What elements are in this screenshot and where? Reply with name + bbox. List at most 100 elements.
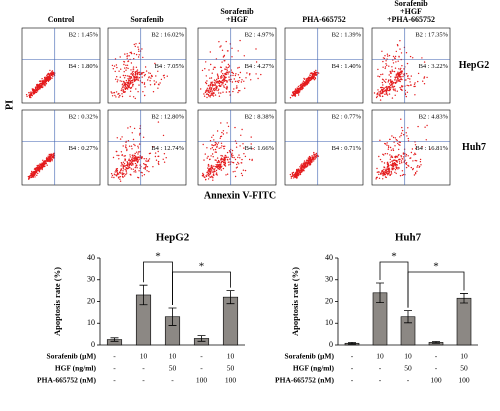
event-dot bbox=[46, 164, 48, 166]
event-dot bbox=[132, 157, 135, 159]
event-dot bbox=[399, 76, 402, 78]
event-dot bbox=[211, 94, 213, 97]
event-dot bbox=[307, 160, 309, 163]
event-dot bbox=[203, 93, 205, 95]
event-dot bbox=[292, 91, 294, 93]
event-dot bbox=[417, 165, 419, 167]
error-bar bbox=[139, 284, 148, 306]
event-dot bbox=[401, 129, 404, 132]
event-dot bbox=[299, 166, 301, 168]
event-dot bbox=[392, 55, 395, 58]
quadrant-b2: B2 : 12.80% bbox=[151, 113, 184, 120]
event-dot bbox=[124, 165, 127, 167]
event-dot bbox=[224, 145, 226, 147]
event-dot bbox=[383, 162, 386, 164]
event-dot bbox=[136, 74, 138, 76]
event-dot bbox=[210, 168, 212, 170]
event-dot bbox=[125, 86, 127, 88]
event-dot bbox=[400, 52, 403, 54]
event-dot bbox=[241, 128, 243, 131]
event-dot bbox=[130, 51, 132, 53]
event-dot bbox=[410, 151, 413, 154]
event-dot bbox=[226, 87, 229, 89]
event-dot bbox=[238, 66, 240, 69]
event-dot bbox=[128, 158, 130, 160]
event-dot bbox=[129, 159, 132, 162]
treatment-value: 10 bbox=[404, 352, 412, 361]
y-tick-label: 30 bbox=[325, 275, 333, 284]
event-dot bbox=[390, 76, 392, 78]
event-dot bbox=[388, 79, 390, 81]
event-dot bbox=[121, 136, 123, 138]
event-dot bbox=[120, 172, 122, 174]
event-dot bbox=[224, 158, 226, 161]
event-dot bbox=[162, 158, 164, 160]
event-dot bbox=[134, 155, 137, 157]
event-dot bbox=[122, 168, 125, 170]
event-dot bbox=[41, 81, 43, 83]
event-dot bbox=[315, 152, 318, 155]
event-dot bbox=[136, 160, 139, 163]
event-dot bbox=[203, 95, 206, 97]
event-dot bbox=[402, 75, 404, 78]
event-dot bbox=[214, 84, 216, 87]
event-dot bbox=[392, 162, 395, 165]
event-dot bbox=[416, 166, 418, 168]
event-dot bbox=[378, 91, 380, 93]
event-dot bbox=[398, 158, 400, 161]
event-dot bbox=[126, 83, 128, 86]
event-dot bbox=[397, 79, 399, 81]
event-dot bbox=[223, 75, 226, 78]
event-dot bbox=[406, 91, 409, 94]
event-dot bbox=[400, 156, 403, 158]
event-dot bbox=[144, 66, 147, 68]
event-dot bbox=[157, 87, 159, 89]
event-dot bbox=[399, 162, 401, 165]
event-dot bbox=[412, 57, 414, 59]
event-dot bbox=[122, 86, 124, 88]
event-dot bbox=[132, 162, 134, 165]
event-dot bbox=[409, 84, 412, 86]
event-dot bbox=[385, 86, 387, 89]
event-dot bbox=[379, 91, 382, 93]
event-dot bbox=[29, 96, 31, 98]
event-dot bbox=[388, 169, 390, 171]
event-dot bbox=[121, 95, 124, 98]
event-dot bbox=[384, 66, 387, 68]
event-dot bbox=[141, 76, 143, 78]
event-dot bbox=[292, 171, 295, 174]
event-dot bbox=[130, 52, 133, 55]
y-tick-label: 0 bbox=[91, 340, 95, 349]
event-dot bbox=[402, 134, 405, 136]
event-dot bbox=[136, 69, 139, 71]
event-dot bbox=[382, 73, 384, 75]
event-dot bbox=[234, 158, 237, 161]
event-dot bbox=[394, 90, 396, 92]
event-dot bbox=[210, 94, 212, 97]
event-dot bbox=[133, 43, 135, 46]
treatment-value: - bbox=[351, 364, 354, 373]
event-dot bbox=[227, 159, 229, 161]
event-dot bbox=[414, 172, 417, 174]
event-dot bbox=[301, 88, 303, 91]
event-dot bbox=[244, 87, 246, 90]
event-dot bbox=[301, 87, 304, 90]
treatment-value: - bbox=[113, 376, 116, 385]
event-dot bbox=[228, 71, 230, 73]
event-dot bbox=[130, 80, 132, 82]
event-dot bbox=[216, 161, 218, 163]
event-dot bbox=[386, 166, 389, 168]
event-dot bbox=[395, 166, 397, 169]
event-dot bbox=[421, 146, 423, 148]
event-dot bbox=[237, 161, 239, 164]
event-dot bbox=[405, 95, 407, 98]
event-dot bbox=[393, 164, 395, 166]
event-dot bbox=[400, 132, 403, 134]
event-dot bbox=[115, 96, 117, 98]
event-dot bbox=[221, 155, 224, 157]
event-dot bbox=[130, 76, 133, 79]
event-dot bbox=[414, 159, 416, 162]
event-dot bbox=[381, 78, 384, 81]
quadrant-b4: B4 : 12.74% bbox=[151, 145, 184, 152]
event-dot bbox=[206, 93, 208, 95]
